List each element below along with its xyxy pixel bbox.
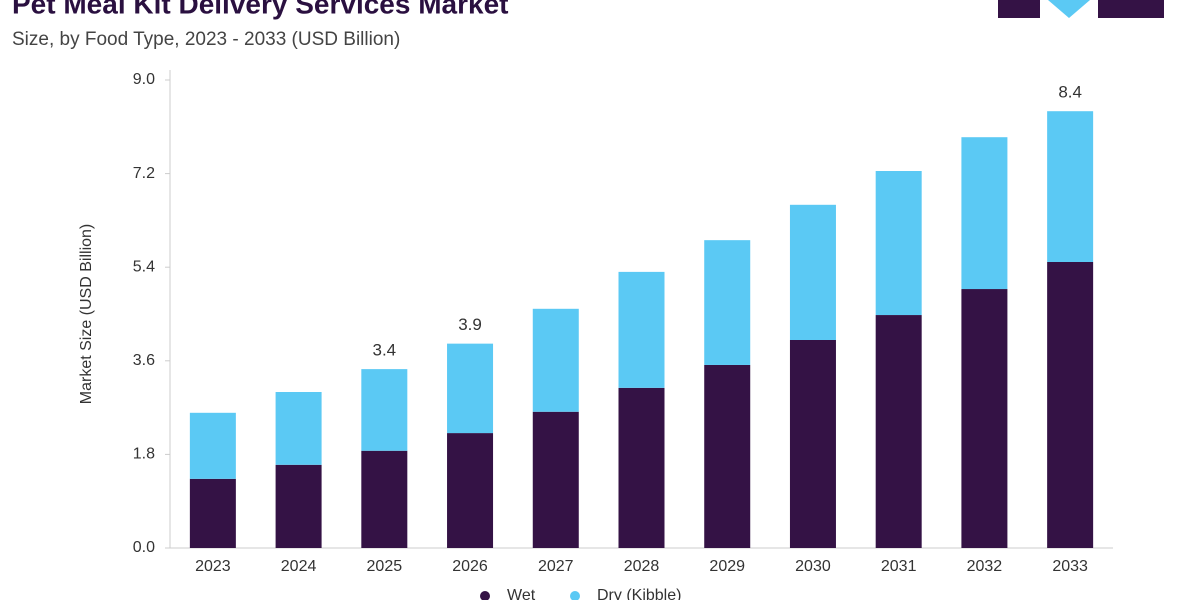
total-label: 3.4 (372, 341, 396, 360)
bar-segment (447, 433, 494, 548)
x-tick-label: 2030 (795, 558, 831, 575)
y-tick-label: 1.8 (133, 446, 155, 463)
x-tick-label: 2028 (624, 558, 660, 575)
bar-segment (789, 340, 836, 548)
x-tick-label: 2025 (367, 558, 403, 575)
bar-segment (532, 411, 579, 548)
x-tick-label: 2023 (195, 558, 231, 575)
legend-label: Dry (Kibble) (597, 587, 681, 600)
bar-segment (789, 204, 836, 340)
bar-segment (275, 392, 322, 465)
bar-segment (1047, 111, 1094, 262)
bar-segment (961, 137, 1008, 290)
bar-segment (618, 271, 665, 388)
bar-segment (532, 308, 579, 412)
bar-segment (618, 387, 665, 548)
total-label: 8.4 (1058, 83, 1082, 102)
bar-segment (875, 171, 922, 316)
y-tick-label: 3.6 (133, 352, 155, 369)
bar-segment (447, 343, 494, 434)
y-tick-label: 0.0 (133, 539, 155, 556)
total-label: 3.9 (458, 315, 482, 334)
chart-title: Pet Meal Kit Delivery Services Market (12, 0, 508, 19)
bar-segment (275, 464, 322, 548)
x-tick-label: 2029 (709, 558, 745, 575)
legend-swatch (480, 591, 490, 600)
bar-segment (961, 289, 1008, 548)
bar-segment (704, 240, 751, 365)
logo-block (1098, 0, 1164, 18)
bar-segment (361, 450, 408, 548)
logo (998, 0, 1164, 18)
bar-segment (1047, 262, 1094, 548)
x-tick-label: 2026 (452, 558, 488, 575)
logo-block (1048, 0, 1090, 18)
x-tick-label: 2031 (881, 558, 917, 575)
legend-swatch (570, 591, 580, 600)
x-tick-label: 2024 (281, 558, 317, 575)
bar-segment (189, 412, 236, 479)
logo-block (998, 0, 1040, 18)
y-axis-title: Market Size (USD Billion) (78, 224, 95, 404)
bar-segment (361, 369, 408, 451)
legend-label: Wet (507, 587, 536, 600)
y-tick-label: 7.2 (133, 165, 155, 182)
x-tick-label: 2033 (1052, 558, 1088, 575)
x-tick-label: 2032 (967, 558, 1003, 575)
bar-segment (875, 315, 922, 548)
bar-segment (704, 364, 751, 548)
chart-subtitle: Size, by Food Type, 2023 - 2033 (USD Bil… (12, 29, 400, 50)
x-tick-label: 2027 (538, 558, 574, 575)
bar-segment (189, 478, 236, 548)
y-tick-label: 9.0 (133, 71, 155, 88)
y-tick-label: 5.4 (133, 258, 155, 275)
